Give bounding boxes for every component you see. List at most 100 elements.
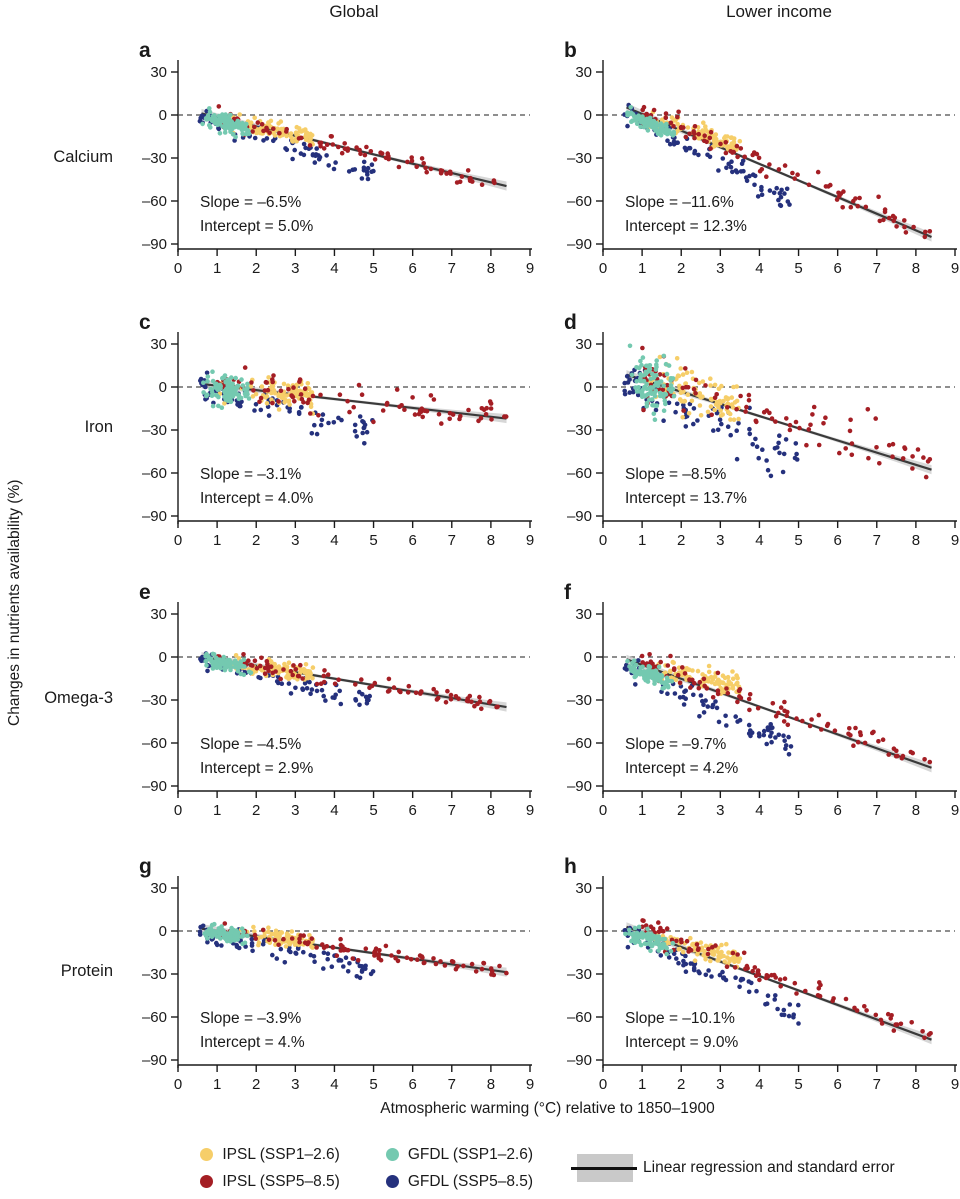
data-point: [218, 936, 223, 941]
data-point: [638, 124, 643, 130]
data-point: [625, 110, 630, 115]
data-point: [680, 372, 686, 377]
data-point: [676, 109, 681, 115]
data-point: [787, 202, 792, 207]
data-point: [638, 372, 643, 377]
data-point: [774, 185, 779, 191]
data-point: [301, 152, 307, 158]
data-point: [689, 398, 695, 404]
data-point: [406, 683, 412, 689]
data-point: [650, 936, 655, 942]
data-point: [747, 431, 753, 437]
data-point: [417, 953, 423, 958]
data-point: [726, 161, 731, 167]
data-point: [725, 424, 731, 429]
data-point: [266, 664, 271, 670]
data-point: [910, 454, 915, 459]
data-point: [735, 154, 740, 160]
y-tick-label: –30: [142, 422, 167, 439]
data-point: [228, 667, 233, 673]
data-point: [638, 665, 643, 670]
data-point: [450, 412, 456, 417]
data-point: [862, 740, 868, 746]
data-point: [230, 389, 235, 395]
data-point: [356, 382, 362, 388]
data-point: [709, 974, 714, 979]
data-point: [634, 121, 640, 127]
data-point: [367, 693, 372, 699]
data-point: [289, 393, 294, 398]
data-point: [891, 1028, 897, 1033]
data-point: [656, 948, 661, 953]
data-point: [307, 933, 312, 938]
data-point: [266, 929, 271, 935]
data-point: [320, 412, 326, 417]
data-point: [910, 750, 915, 756]
data-point: [703, 383, 708, 388]
data-point: [625, 658, 630, 664]
panel-letter: a: [139, 39, 151, 62]
legend-item-gfdl-ssp1: GFDL (SSP1–2.6): [385, 1146, 533, 1164]
data-point: [230, 385, 236, 391]
data-point: [773, 975, 778, 980]
data-point: [725, 405, 730, 410]
data-point: [712, 674, 718, 679]
data-point: [212, 932, 217, 937]
data-point: [261, 138, 266, 143]
data-point: [765, 993, 771, 998]
data-point: [681, 408, 686, 413]
slope-annotation: Slope = –9.7%: [625, 736, 726, 753]
data-point: [293, 950, 298, 956]
data-point: [292, 399, 297, 404]
data-point: [793, 419, 799, 425]
legend-item-gfdl-ssp5: GFDL (SSP5–8.5): [385, 1173, 533, 1191]
data-point: [627, 377, 632, 382]
data-point: [383, 943, 389, 949]
data-point: [697, 403, 703, 408]
data-point: [352, 422, 358, 428]
data-point: [221, 933, 227, 939]
data-point: [735, 719, 740, 724]
data-point: [890, 454, 895, 459]
data-point: [210, 651, 216, 657]
data-point: [483, 412, 489, 417]
data-point: [295, 673, 301, 679]
data-point: [270, 400, 275, 406]
data-point: [728, 149, 733, 154]
data-point: [816, 986, 822, 991]
data-point: [241, 932, 246, 937]
data-point: [359, 176, 365, 181]
panel-a-calcium-global: a 30 0 –30 –60 –90 0 1 2 3 4 5 6 7 8 9 Slope = –6.5% Inte…: [135, 30, 535, 280]
data-point: [248, 384, 254, 389]
data-point: [271, 373, 276, 378]
data-point: [325, 956, 330, 962]
data-point: [479, 966, 485, 972]
data-point: [199, 113, 205, 118]
data-point: [321, 693, 326, 699]
data-point: [757, 977, 762, 983]
data-point: [737, 687, 743, 692]
x-tick-label: 9: [526, 532, 534, 549]
data-point: [855, 739, 861, 745]
data-point: [661, 353, 667, 359]
data-point: [664, 126, 669, 132]
x-tick-label: 9: [951, 532, 959, 549]
data-point: [269, 383, 275, 389]
data-point: [336, 144, 341, 150]
data-point: [312, 422, 317, 428]
data-point: [648, 924, 654, 929]
data-point: [731, 139, 737, 145]
data-point: [806, 182, 812, 188]
data-point: [704, 686, 710, 691]
data-point: [691, 421, 696, 427]
data-point: [246, 128, 251, 134]
data-point: [378, 957, 384, 963]
data-point: [333, 160, 338, 165]
x-tick-label: 2: [252, 802, 260, 819]
data-point: [438, 168, 444, 173]
y-tick-label: 30: [575, 64, 592, 81]
data-point: [339, 150, 345, 156]
x-tick-label: 5: [794, 532, 802, 549]
data-point: [741, 168, 746, 174]
data-point: [671, 951, 677, 957]
